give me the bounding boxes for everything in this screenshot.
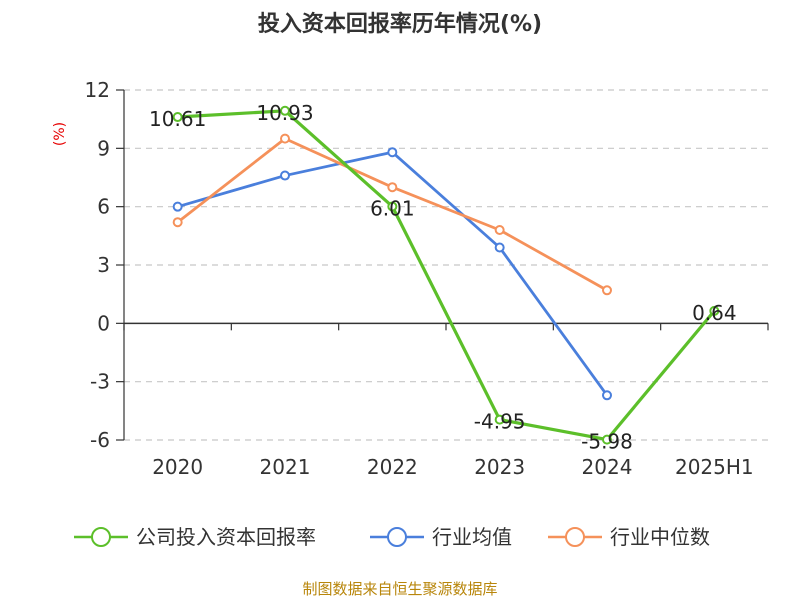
legend-label: 行业中位数 xyxy=(610,525,710,549)
data-label: 0.64 xyxy=(692,301,737,325)
data-point xyxy=(709,305,720,316)
x-tick-label: 2023 xyxy=(474,455,525,479)
data-label: 6.01 xyxy=(370,196,415,220)
data-point xyxy=(172,112,183,123)
y-tick-label: 3 xyxy=(97,253,110,277)
data-point xyxy=(172,217,183,228)
data-point xyxy=(494,242,505,253)
data-point xyxy=(602,390,612,401)
y-tick-label: -6 xyxy=(90,428,110,452)
legend-label: 公司投入资本回报率 xyxy=(136,525,316,549)
data-point xyxy=(280,105,290,116)
legend-marker xyxy=(91,527,111,547)
data-point xyxy=(387,182,398,193)
x-tick-label: 2020 xyxy=(152,455,203,479)
x-tick-label: 2021 xyxy=(260,455,311,479)
x-tick-label: 2024 xyxy=(582,455,633,479)
data-label: -4.95 xyxy=(474,410,526,434)
data-point xyxy=(494,414,505,425)
data-point xyxy=(387,201,398,212)
y-tick-label: 0 xyxy=(97,311,110,335)
data-point xyxy=(280,170,290,181)
data-point xyxy=(602,285,612,296)
y-tick-label: -3 xyxy=(90,370,110,394)
y-tick-label: 6 xyxy=(97,195,110,219)
y-tick-label: 9 xyxy=(97,136,110,160)
legend-marker xyxy=(387,527,407,547)
x-tick-label: 2025H1 xyxy=(675,455,754,479)
data-point xyxy=(280,133,290,144)
data-label: -5.98 xyxy=(581,430,633,454)
legend-marker xyxy=(565,527,585,547)
data-label: 10.61 xyxy=(149,107,206,131)
y-tick-label: 12 xyxy=(85,78,110,102)
x-tick-label: 2022 xyxy=(367,455,418,479)
data-point xyxy=(494,225,505,235)
series-line xyxy=(177,109,716,442)
data-point xyxy=(172,201,183,212)
chart-title: 投入资本回报率历年情况(%) xyxy=(257,12,543,37)
source-note: 制图数据来自恒生聚源数据库 xyxy=(302,580,498,598)
data-label: 10.93 xyxy=(256,101,313,125)
legend-label: 行业均值 xyxy=(432,525,512,549)
data-point xyxy=(387,147,398,158)
data-point xyxy=(602,434,612,445)
